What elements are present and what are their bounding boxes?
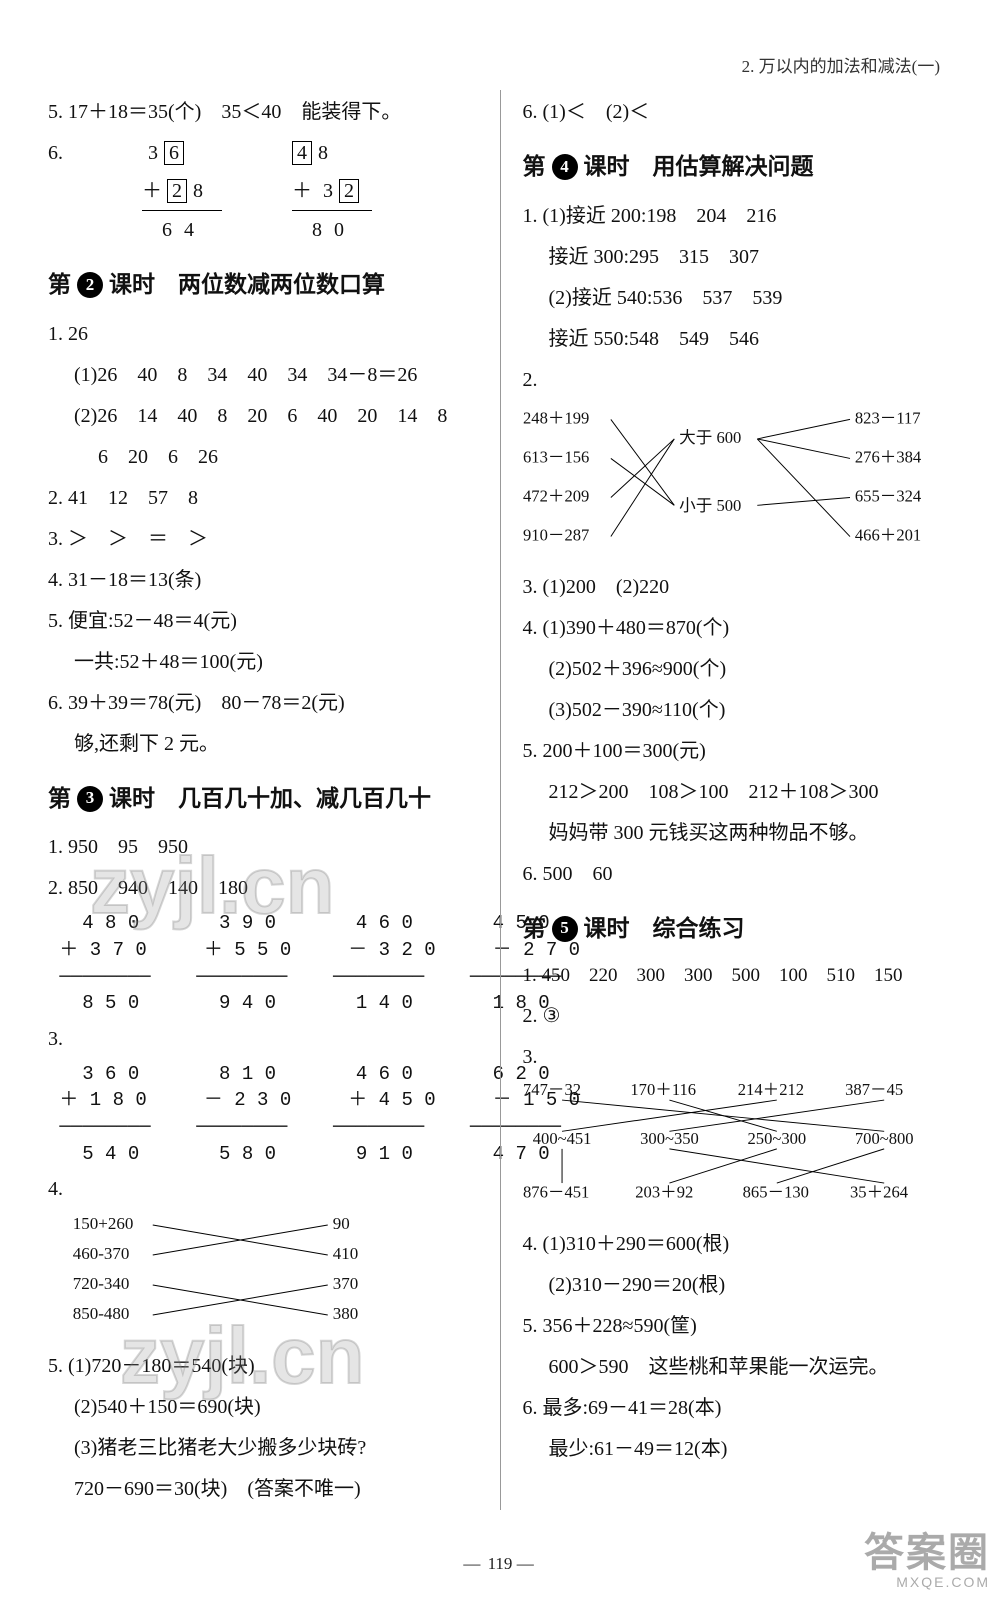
section-4-title: 第 4 课时 用估算解决问题 <box>523 145 953 189</box>
s3-3: 3. <box>48 1020 478 1058</box>
s2-3: 3. ＞ ＞ ＝ ＞ <box>48 520 478 558</box>
circled-number-4: 4 <box>552 154 578 180</box>
s5-6b: 最少:61－49＝12(本) <box>523 1430 953 1468</box>
chapter-breadcrumb: 2. 万以内的加法和减法(一) <box>742 52 940 77</box>
svg-text:823－117: 823－117 <box>854 408 920 427</box>
s4-4b: (2)502＋396≈900(个) <box>523 650 953 688</box>
svg-text:460-370: 460-370 <box>73 1244 130 1263</box>
s3-2: 2. 850 940 140 180 <box>48 869 478 907</box>
svg-text:250~300: 250~300 <box>747 1129 806 1148</box>
s2-6b: 够,还剩下 2 元。 <box>48 725 478 763</box>
svg-text:613－156: 613－156 <box>523 447 589 466</box>
svg-text:876－451: 876－451 <box>523 1183 589 1202</box>
circled-number-2: 2 <box>77 272 103 298</box>
s3-5d: 720－690＝30(块) (答案不唯一) <box>48 1470 478 1508</box>
s4-match-diagram: 248＋199 613－156 472＋209 910－287 大于 600 小… <box>523 402 953 552</box>
s3-1: 1. 950 95 950 <box>48 828 478 866</box>
svg-text:380: 380 <box>333 1304 359 1323</box>
s2-1c: 6 20 6 26 <box>48 438 478 476</box>
s2-5b: 一共:52＋48＝100(元) <box>48 643 478 681</box>
q6b-vertical-add: 48 ＋ 32 80 <box>292 134 372 249</box>
r-q6: 6. (1)＜ (2)＜ <box>523 93 953 131</box>
svg-text:747－32: 747－32 <box>523 1081 581 1100</box>
svg-text:170＋116: 170＋116 <box>630 1081 696 1100</box>
svg-text:214＋212: 214＋212 <box>737 1081 803 1100</box>
svg-text:720-340: 720-340 <box>73 1274 130 1293</box>
s4-5a: 5. 200＋100＝300(元) <box>523 732 953 770</box>
s5-match-diagram: 747－32 170＋116 214＋212 387－45 400~451 30… <box>523 1079 953 1209</box>
s4-3: 3. (1)200 (2)220 <box>523 568 953 606</box>
q5: 5. 17＋18＝35(个) 35＜40 能装得下。 <box>48 93 478 131</box>
svg-text:387－45: 387－45 <box>845 1081 903 1100</box>
s4-4a: 4. (1)390＋480＝870(个) <box>523 609 953 647</box>
s3-4-label: 4. <box>48 1170 478 1208</box>
svg-text:850-480: 850-480 <box>73 1304 130 1323</box>
section-5-title: 第 5 课时 综合练习 <box>523 907 953 951</box>
s4-1b: 接近 300:295 315 307 <box>523 238 953 276</box>
svg-text:248＋199: 248＋199 <box>523 408 589 427</box>
s4-5b: 212＞200 108＞100 212＋108＞300 <box>523 773 953 811</box>
svg-text:300~350: 300~350 <box>640 1129 699 1148</box>
s4-2-label: 2. <box>523 361 953 399</box>
s2-5a: 5. 便宜:52－48＝4(元) <box>48 602 478 640</box>
section-2-title: 第 2 课时 两位数减两位数口算 <box>48 263 478 307</box>
s4-5c: 妈妈带 300 元钱买这两种物品不够。 <box>523 814 953 852</box>
s5-1: 1. 450 220 300 300 500 100 510 150 <box>523 958 953 994</box>
svg-text:203＋92: 203＋92 <box>635 1183 693 1202</box>
s5-5b: 600＞590 这些桃和苹果能一次运完。 <box>523 1348 953 1386</box>
page-number: — 119 — <box>0 1554 1000 1574</box>
q6a-vertical-add: 36 ＋ 28 64 <box>142 134 222 249</box>
svg-text:276＋384: 276＋384 <box>854 447 921 466</box>
s4-1d: 接近 550:548 549 546 <box>523 320 953 358</box>
svg-text:472＋209: 472＋209 <box>523 486 589 505</box>
corner-watermark: 答案圈 MXQE.COM <box>864 1531 990 1590</box>
circled-number-3: 3 <box>77 786 103 812</box>
svg-text:410: 410 <box>333 1244 359 1263</box>
s2-2: 2. 41 12 57 8 <box>48 479 478 517</box>
circled-number-5: 5 <box>552 916 578 942</box>
svg-text:655－324: 655－324 <box>854 486 921 505</box>
s4-1a: 1. (1)接近 200:198 204 216 <box>523 197 953 235</box>
s2-1b: (2)26 14 40 8 20 6 40 20 14 8 <box>48 397 478 435</box>
s4-6: 6. 500 60 <box>523 855 953 893</box>
s4-4c: (3)502－390≈110(个) <box>523 691 953 729</box>
left-column: 5. 17＋18＝35(个) 35＜40 能装得下。 6. 36 ＋ 28 64… <box>48 90 500 1510</box>
s3-5b: (2)540＋150＝690(块) <box>48 1388 478 1426</box>
svg-text:400~451: 400~451 <box>532 1129 591 1148</box>
s2-4: 4. 31－18＝13(条) <box>48 561 478 599</box>
svg-text:大于 600: 大于 600 <box>679 428 741 447</box>
s5-4b: (2)310－290＝20(根) <box>523 1266 953 1304</box>
s2-1a: (1)26 40 8 34 40 34 34－8＝26 <box>48 356 478 394</box>
svg-text:150+260: 150+260 <box>73 1214 134 1233</box>
s5-2: 2. ③ <box>523 997 953 1035</box>
s5-4a: 4. (1)310＋290＝600(根) <box>523 1225 953 1263</box>
svg-text:小于 500: 小于 500 <box>679 496 741 515</box>
s2-1: 1. 26 <box>48 315 478 353</box>
right-column: 6. (1)＜ (2)＜ 第 4 课时 用估算解决问题 1. (1)接近 200… <box>501 90 953 1510</box>
svg-text:35＋264: 35＋264 <box>850 1183 909 1202</box>
s5-5a: 5. 356＋228≈590(筐) <box>523 1307 953 1345</box>
s3-5c: (3)猪老三比猪老大少搬多少块砖? <box>48 1429 478 1467</box>
s3-match-diagram: 150+260 460-370 720-340 850-480 90 410 3… <box>48 1211 478 1331</box>
svg-text:700~800: 700~800 <box>854 1129 913 1148</box>
s5-3-label: 3. <box>523 1038 953 1076</box>
svg-text:910－287: 910－287 <box>523 525 589 544</box>
s4-1c: (2)接近 540:536 537 539 <box>523 279 953 317</box>
svg-text:90: 90 <box>333 1214 350 1233</box>
s2-6a: 6. 39＋39＝78(元) 80－78＝2(元) <box>48 684 478 722</box>
s5-6a: 6. 最多:69－41＝28(本) <box>523 1389 953 1427</box>
q6-label: 6. <box>48 134 72 172</box>
svg-text:865－130: 865－130 <box>742 1183 808 1202</box>
svg-text:466＋201: 466＋201 <box>854 525 920 544</box>
s3-5a: 5. (1)720－180＝540(块) <box>48 1347 478 1385</box>
section-3-title: 第 3 课时 几百几十加、减几百几十 <box>48 777 478 821</box>
svg-text:370: 370 <box>333 1274 359 1293</box>
